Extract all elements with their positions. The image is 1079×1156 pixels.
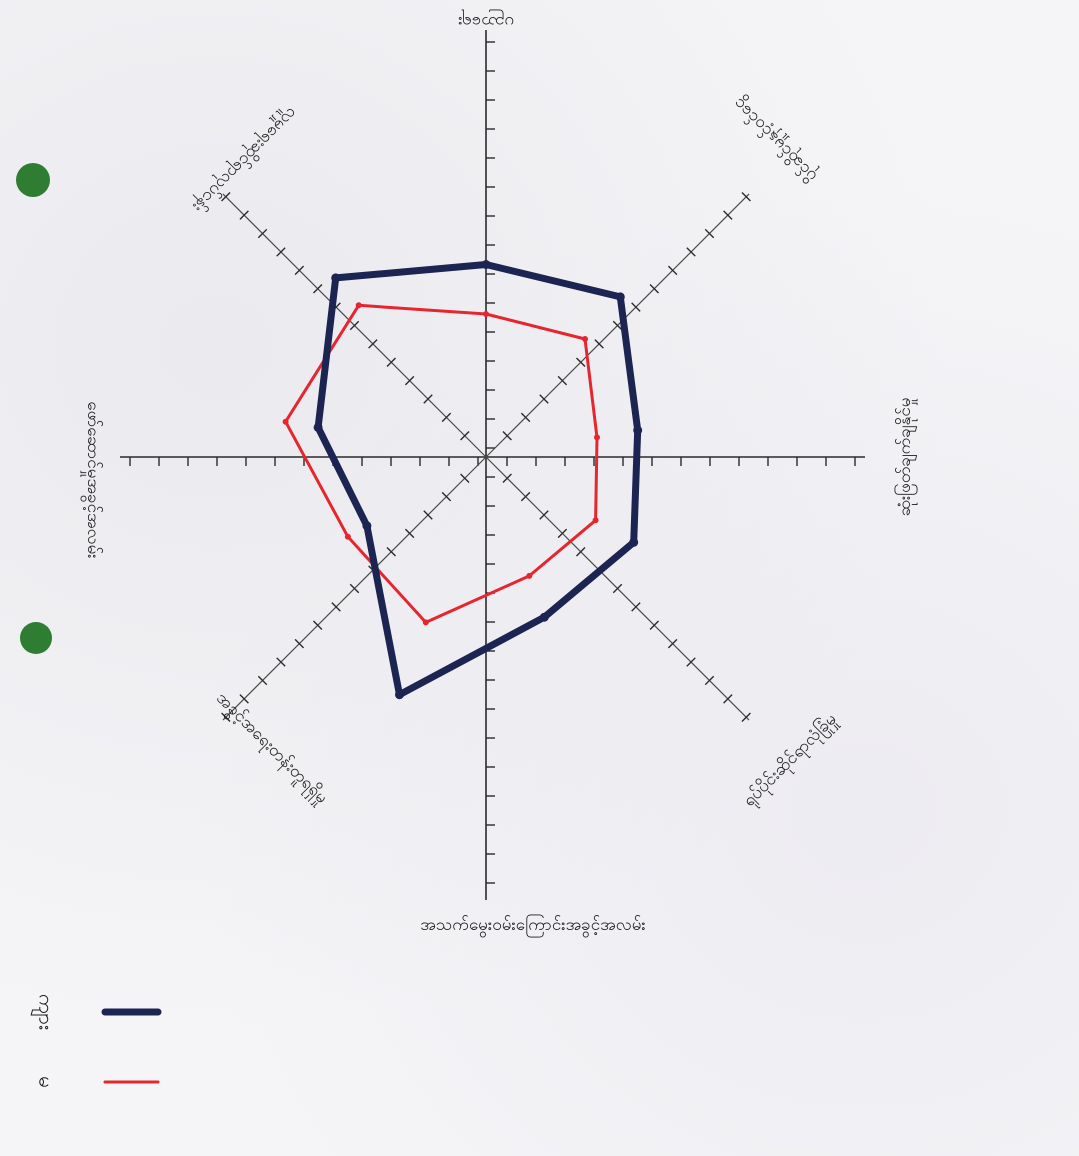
- category-label: ပိုင်ဆိုင်မှုနှင့်ဝင်ငွေ: [729, 92, 823, 186]
- category-label: ပညာရေး: [458, 9, 514, 32]
- data-point: [633, 425, 643, 435]
- axis-tick: [502, 473, 512, 483]
- data-point: [629, 537, 639, 547]
- axis-tick: [239, 210, 249, 220]
- data-point: [422, 619, 429, 626]
- axis-tick: [441, 491, 452, 502]
- category-label: အခွင့်အရေးတန်းတူရရှိမှု: [210, 688, 332, 810]
- axis-tick: [631, 302, 641, 312]
- data-point: [282, 418, 289, 425]
- axis-tick: [520, 491, 531, 502]
- category-labels: ပညာရေးပိုင်ဆိုင်မှုနှင့်ဝင်ငွေဆုံးဖြတ်ချ…: [80, 9, 918, 938]
- axis-tick: [276, 657, 286, 667]
- axis-tick: [221, 192, 231, 202]
- axis-tick: [539, 510, 549, 520]
- axis-tick: [386, 547, 396, 557]
- axis-tick: [257, 228, 268, 239]
- axis-tick: [576, 357, 586, 367]
- axis-tick: [612, 583, 623, 594]
- axis-tick: [404, 375, 415, 386]
- category-label: ဖော်ဆောင်မှုအခွင့်အလမ်း: [80, 401, 103, 558]
- axis-tick: [557, 528, 568, 539]
- axis-tick: [576, 547, 586, 557]
- axes-group: [120, 30, 865, 900]
- axis-tick: [239, 694, 249, 704]
- data-point: [582, 336, 588, 342]
- axis-tick: [741, 192, 751, 202]
- axis-tick: [312, 283, 323, 294]
- series-line-male: [314, 261, 642, 699]
- binder-hole: [16, 163, 50, 197]
- axis-tick: [349, 320, 360, 331]
- axis-tick: [404, 528, 415, 539]
- axis-tick: [349, 583, 360, 594]
- data-point: [526, 572, 533, 579]
- data-point: [481, 260, 491, 269]
- data-point: [313, 422, 323, 432]
- axis-tick: [502, 431, 512, 441]
- data-point: [592, 517, 599, 524]
- axis-tick: [257, 675, 268, 686]
- data-point: [355, 302, 362, 309]
- axis-tick: [686, 247, 696, 257]
- axis-tick: [667, 638, 678, 649]
- category-label: ဆုံးဖြတ်ချက်ချနိုင်မှု: [893, 398, 918, 517]
- axis-tick: [441, 412, 452, 423]
- axis-tick: [368, 339, 378, 349]
- axis-tick: [276, 247, 286, 257]
- axis-tick: [649, 620, 660, 631]
- axis-tick: [331, 602, 341, 612]
- data-point: [615, 292, 625, 302]
- data-point: [362, 521, 372, 531]
- data-point: [331, 273, 341, 283]
- axis-tick: [423, 394, 433, 404]
- axis-tick: [539, 394, 549, 404]
- axis-tick: [460, 473, 470, 483]
- legend-label: ကျား: [31, 994, 59, 1030]
- axis-tick: [704, 675, 715, 686]
- axis-tick: [704, 228, 715, 239]
- axis-tick: [723, 694, 733, 704]
- legend-label: မ: [35, 1076, 59, 1087]
- axis-tick: [741, 712, 751, 722]
- category-label: လူမှုရေးဆိုင်ရာလုပ်ငန်း: [186, 101, 301, 216]
- axis-tick: [631, 602, 641, 612]
- axis-tick: [686, 657, 696, 667]
- data-point: [395, 690, 404, 700]
- axis-tick: [723, 210, 733, 220]
- axis-tick: [312, 620, 323, 631]
- binder-hole: [20, 622, 52, 654]
- axis-tick: [460, 431, 470, 441]
- axis-tick: [612, 320, 623, 331]
- axis-tick: [557, 375, 568, 386]
- axis-tick: [221, 712, 231, 722]
- axis-tick: [294, 638, 305, 649]
- data-point: [539, 612, 549, 622]
- category-label: အသက်မွေးဝမ်းကြောင်းအခွင့်အလမ်း: [420, 913, 645, 938]
- axis-tick: [294, 265, 305, 276]
- axis-tick: [386, 357, 396, 367]
- axis-tick: [667, 265, 678, 276]
- axis-tick: [423, 510, 433, 520]
- category-label: ရုပ်ပိုင်းဆိုင်ရာလုံခြုံမှု: [738, 708, 843, 813]
- legend: ကျားမ: [31, 994, 162, 1088]
- axis-tick: [520, 412, 531, 423]
- data-point: [483, 311, 489, 317]
- axis-tick: [649, 283, 660, 294]
- series-group: [282, 260, 643, 700]
- axis-tick: [594, 339, 604, 349]
- data-point: [594, 434, 600, 441]
- data-point: [344, 533, 351, 540]
